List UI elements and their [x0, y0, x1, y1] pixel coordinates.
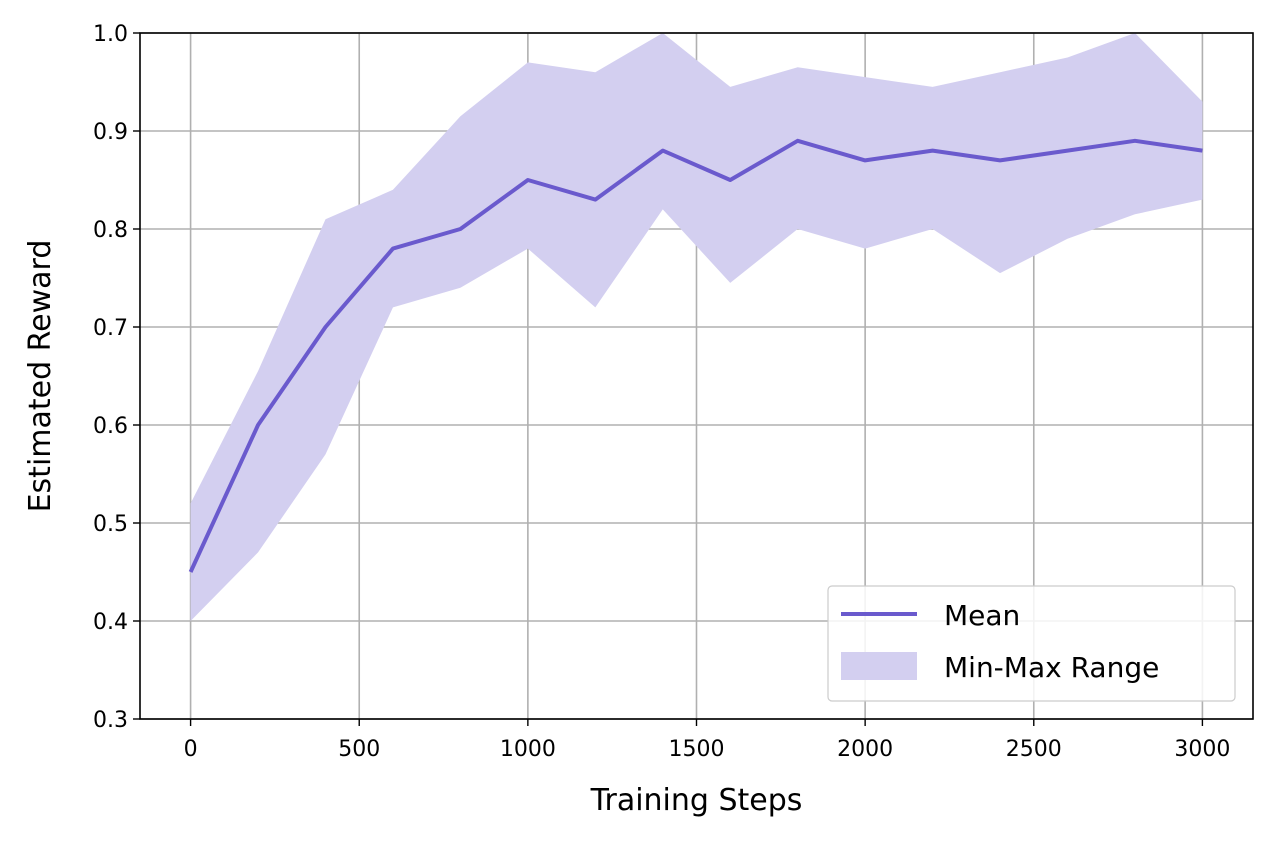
legend-label-range: Min-Max Range [944, 651, 1159, 684]
x-tick-label: 1000 [500, 737, 556, 762]
y-tick-label: 0.8 [93, 218, 128, 243]
x-axis-title: Training Steps [590, 783, 803, 818]
y-tick-label: 0.3 [93, 708, 128, 733]
min-max-range-band [190, 33, 1203, 621]
y-tick-label: 1.0 [93, 22, 128, 47]
y-tick-label: 0.9 [93, 120, 128, 145]
x-tick-label: 0 [184, 737, 198, 762]
y-tick-label: 0.6 [93, 414, 128, 439]
legend: Mean Min-Max Range [827, 585, 1236, 702]
series-layer [188, 33, 1203, 621]
y-axis-title: Estimated Reward [23, 240, 58, 513]
x-tick-label: 3000 [1174, 737, 1230, 762]
legend-box [827, 585, 1236, 702]
y-tick-label: 0.4 [93, 610, 128, 635]
x-tick-label: 1500 [669, 737, 725, 762]
ticks: 0 500 1000 1500 2000 2500 3000 0.3 0.4 0.5 0.6 0.7 0… [93, 22, 1230, 762]
x-tick-label: 500 [338, 737, 380, 762]
y-tick-label: 0.5 [93, 512, 128, 537]
x-tick-label: 2000 [837, 737, 893, 762]
y-tick-label: 0.7 [93, 316, 128, 341]
mean-line [188, 138, 1203, 573]
legend-swatch-range [841, 652, 917, 680]
legend-label-mean: Mean [944, 599, 1020, 632]
x-tick-label: 2500 [1006, 737, 1062, 762]
